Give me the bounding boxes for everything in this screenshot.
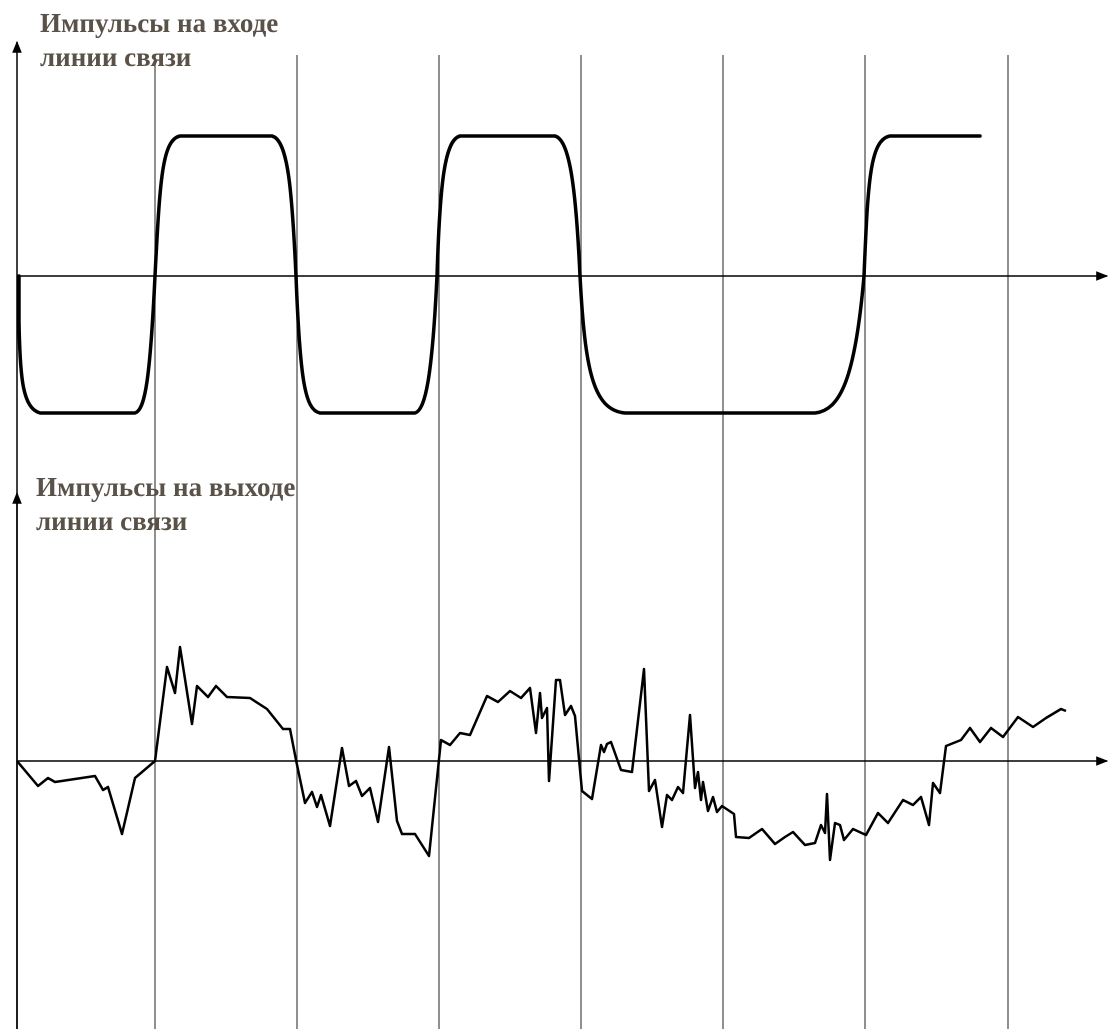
input-title-line2: линии связи bbox=[40, 42, 192, 72]
time-slot-gridlines bbox=[154, 55, 1009, 1029]
input-panel-title: Импульсы на входе линии связи bbox=[40, 6, 278, 74]
input-title-line1: Импульсы на входе bbox=[40, 8, 279, 38]
output-panel-title: Импульсы на выходе линии связи bbox=[36, 470, 295, 538]
input-pulse-waveform bbox=[17, 134, 982, 415]
output-title-line1: Импульсы на выходе bbox=[36, 472, 296, 502]
output-title-line2: линии связи bbox=[36, 506, 188, 536]
output-distorted-waveform bbox=[16, 645, 1067, 862]
